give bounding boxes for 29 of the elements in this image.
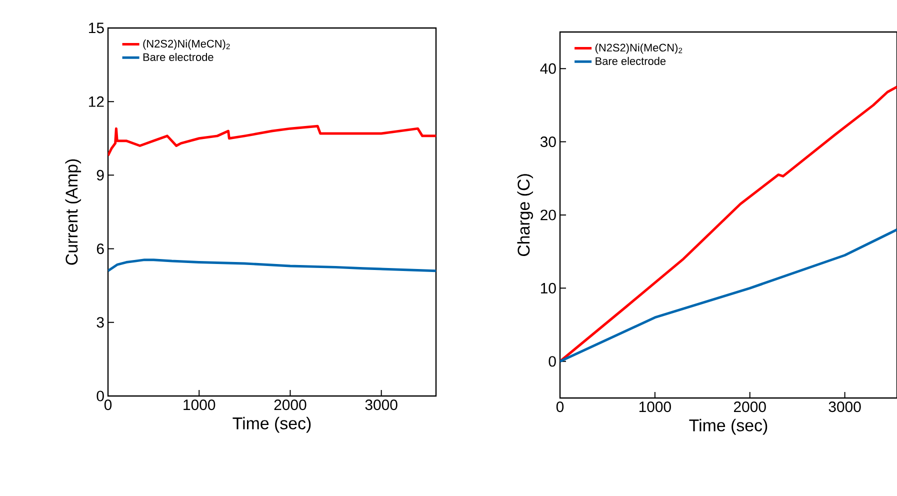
line-series bbox=[560, 86, 897, 363]
y-tick-label: 9 bbox=[96, 170, 104, 180]
y-tick-label: 6 bbox=[96, 243, 104, 254]
y-tick-label: 10 bbox=[541, 282, 556, 294]
x-tick-label: 2000 bbox=[274, 400, 306, 410]
x-tick-label: 2000 bbox=[734, 402, 766, 412]
legend-label: Bare electrode bbox=[143, 52, 214, 62]
line-series bbox=[560, 228, 897, 363]
x-tick-label: 0 bbox=[104, 400, 112, 410]
y-tick-label: 30 bbox=[540, 136, 556, 148]
y-tick-label: 0 bbox=[548, 356, 556, 367]
legend-label: (N2S2)Ni(MeCN)$_{2}$ bbox=[595, 43, 682, 54]
legend-label: Bare electrode bbox=[596, 56, 666, 65]
y-tick-label: 20 bbox=[540, 210, 556, 220]
x-axis-title: Time (sec) bbox=[232, 416, 311, 433]
y-tick-label: 15 bbox=[89, 22, 104, 34]
x-tick-label: 0 bbox=[556, 402, 564, 412]
y-tick-label: 3 bbox=[96, 317, 104, 328]
y-tick-label: 12 bbox=[89, 96, 104, 107]
y-tick-label: 0 bbox=[96, 390, 104, 402]
y-axis-title: Charge (C) bbox=[517, 174, 534, 256]
x-axis-title: Time (sec) bbox=[689, 418, 768, 435]
x-tick-label: 1000 bbox=[639, 402, 671, 412]
x-tick-label: 1000 bbox=[184, 400, 216, 410]
y-axis-title: Current (Amp) bbox=[65, 159, 82, 265]
legend-label: (N2S2)Ni(MeCN)$_{2}$ bbox=[143, 40, 230, 50]
y-tick-label: 40 bbox=[540, 63, 556, 74]
x-tick-label: 3000 bbox=[828, 402, 861, 412]
x-tick-label: 3000 bbox=[365, 400, 398, 410]
